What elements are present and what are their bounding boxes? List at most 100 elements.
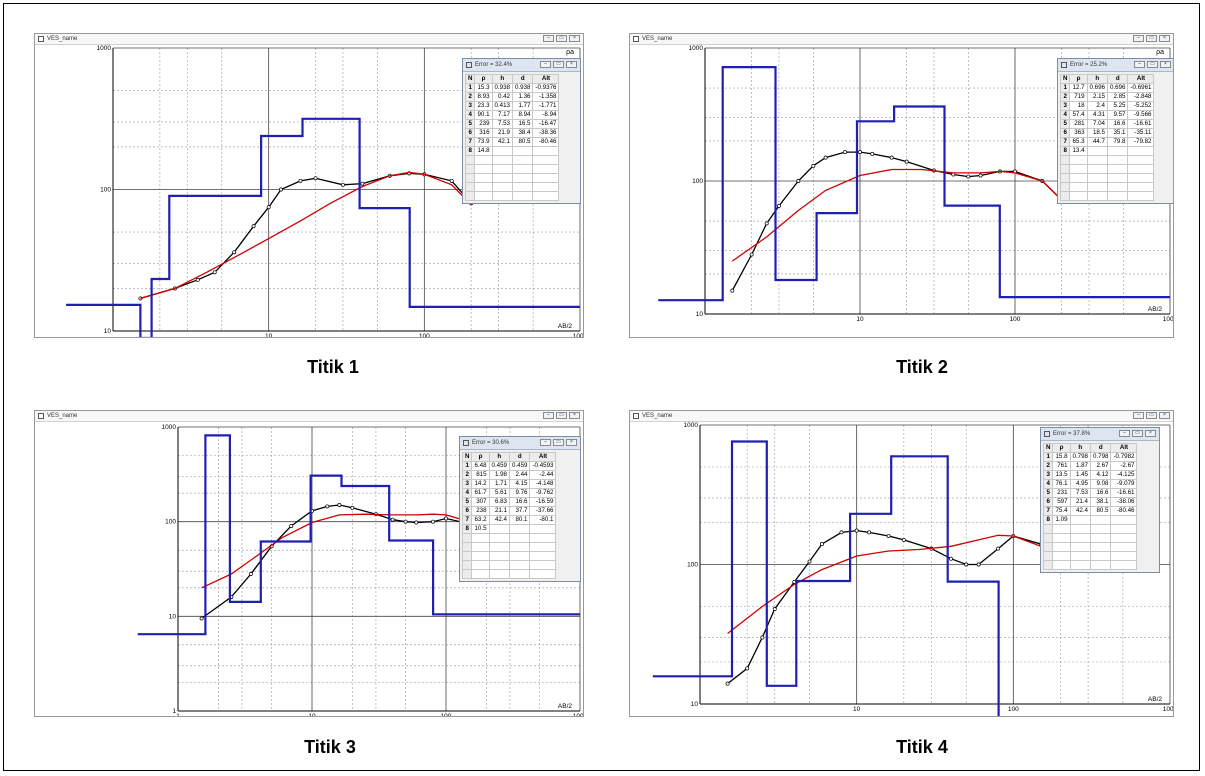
empty-cell[interactable] xyxy=(1110,542,1138,552)
empty-cell[interactable] xyxy=(1089,542,1112,552)
empty-cell[interactable] xyxy=(1052,551,1071,561)
table-cell[interactable]: 0.798 xyxy=(1069,452,1092,462)
table-cell[interactable] xyxy=(491,146,514,156)
table-cell[interactable] xyxy=(532,146,560,156)
close-button[interactable]: × xyxy=(1159,412,1170,419)
empty-cell[interactable] xyxy=(1069,542,1092,552)
empty-row[interactable] xyxy=(461,551,557,561)
empty-cell[interactable] xyxy=(1042,551,1054,561)
empty-row[interactable] xyxy=(464,173,560,183)
table-cell[interactable]: 0.938 xyxy=(511,83,534,93)
empty-cell[interactable] xyxy=(491,191,514,201)
table-row[interactable]: 7 63.2 42.4 80.1 -80.1 xyxy=(461,515,557,525)
empty-cell[interactable] xyxy=(471,542,490,552)
table-cell[interactable]: -38.36 xyxy=(532,128,560,138)
empty-row[interactable] xyxy=(464,155,560,165)
table-cell[interactable]: -2.44 xyxy=(529,470,557,480)
empty-cell[interactable] xyxy=(1069,182,1088,192)
table-cell[interactable]: 80.5 xyxy=(1089,506,1112,516)
table-cell[interactable] xyxy=(1106,146,1129,156)
empty-row[interactable] xyxy=(1042,542,1138,552)
table-row[interactable]: 3 18 2.4 5.25 -5.252 xyxy=(1059,101,1155,111)
empty-cell[interactable] xyxy=(1052,524,1071,534)
empty-cell[interactable] xyxy=(488,542,511,552)
empty-cell[interactable] xyxy=(1042,560,1054,570)
table-cell[interactable]: 18.5 xyxy=(1086,128,1109,138)
table-cell[interactable]: 44.7 xyxy=(1086,137,1109,147)
table-cell[interactable]: 13.4 xyxy=(1069,146,1088,156)
table-cell[interactable]: 13.5 xyxy=(1052,470,1071,480)
table-cell[interactable]: -16.61 xyxy=(1127,119,1155,129)
empty-cell[interactable] xyxy=(488,551,511,561)
empty-cell[interactable] xyxy=(488,560,511,570)
table-row[interactable]: 3 23.3 0.413 1.77 -1.771 xyxy=(464,101,560,111)
table-cell[interactable]: 815 xyxy=(471,470,490,480)
table-row[interactable]: 6 238 21.1 37.7 -37.66 xyxy=(461,506,557,516)
table-cell[interactable]: 37.7 xyxy=(508,506,531,516)
table-cell[interactable]: 0.798 xyxy=(1089,452,1112,462)
table-cell[interactable]: -0.6961 xyxy=(1127,83,1155,93)
table-cell[interactable]: 75.4 xyxy=(1052,506,1071,516)
table-cell[interactable]: 6.83 xyxy=(488,497,511,507)
table-cell[interactable]: 79.8 xyxy=(1106,137,1129,147)
table-cell[interactable]: -37.66 xyxy=(529,506,557,516)
table-row[interactable]: 1 12.7 0.696 0.696 -0.6961 xyxy=(1059,83,1155,93)
table-cell[interactable]: -9.566 xyxy=(1127,110,1155,120)
table-cell[interactable] xyxy=(508,524,531,534)
table-cell[interactable]: -79.82 xyxy=(1127,137,1155,147)
empty-cell[interactable] xyxy=(1069,524,1092,534)
empty-cell[interactable] xyxy=(1059,164,1071,174)
empty-cell[interactable] xyxy=(511,164,534,174)
empty-cell[interactable] xyxy=(488,569,511,579)
table-cell[interactable] xyxy=(1110,515,1138,525)
empty-cell[interactable] xyxy=(511,155,534,165)
empty-row[interactable] xyxy=(1059,191,1155,201)
minimize-button[interactable]: – xyxy=(1119,430,1130,437)
close-button[interactable]: × xyxy=(569,35,580,42)
empty-cell[interactable] xyxy=(491,155,514,165)
empty-cell[interactable] xyxy=(1069,164,1088,174)
empty-row[interactable] xyxy=(1042,533,1138,543)
empty-cell[interactable] xyxy=(1069,191,1088,201)
table-cell[interactable]: 76.1 xyxy=(1052,479,1071,489)
empty-cell[interactable] xyxy=(471,569,490,579)
empty-row[interactable] xyxy=(1059,164,1155,174)
table-cell[interactable]: 14.2 xyxy=(471,479,490,489)
table-cell[interactable] xyxy=(1086,146,1109,156)
table-row[interactable]: 5 239 7.53 16.5 -16.47 xyxy=(464,119,560,129)
table-row[interactable]: 7 65.3 44.7 79.8 -79.82 xyxy=(1059,137,1155,147)
table-cell[interactable]: 5.61 xyxy=(488,488,511,498)
table-cell[interactable]: 1.45 xyxy=(1069,470,1092,480)
table-cell[interactable]: 1.36 xyxy=(511,92,534,102)
table-row[interactable]: 2 719 2.15 2.85 -2.848 xyxy=(1059,92,1155,102)
table-cell[interactable]: 1.09 xyxy=(1052,515,1071,525)
empty-cell[interactable] xyxy=(464,164,476,174)
table-row[interactable]: 5 307 6.83 16.6 -16.59 xyxy=(461,497,557,507)
empty-cell[interactable] xyxy=(464,182,476,192)
table-cell[interactable]: 4.95 xyxy=(1069,479,1092,489)
table-cell[interactable] xyxy=(1089,515,1112,525)
empty-cell[interactable] xyxy=(529,560,557,570)
table-cell[interactable]: -2.67 xyxy=(1110,461,1138,471)
empty-cell[interactable] xyxy=(529,533,557,543)
table-row[interactable]: 5 231 7.53 16.6 -16.61 xyxy=(1042,488,1138,498)
table-cell[interactable]: 1.71 xyxy=(488,479,511,489)
table-cell[interactable]: 10.5 xyxy=(471,524,490,534)
table-cell[interactable]: 8.93 xyxy=(474,92,493,102)
empty-cell[interactable] xyxy=(508,569,531,579)
maximize-button[interactable]: ▭ xyxy=(553,439,564,446)
empty-cell[interactable] xyxy=(508,551,531,561)
table-cell[interactable]: 1.87 xyxy=(1069,461,1092,471)
table-cell[interactable] xyxy=(1127,146,1155,156)
table-cell[interactable]: 38.4 xyxy=(511,128,534,138)
empty-cell[interactable] xyxy=(532,173,560,183)
empty-cell[interactable] xyxy=(491,182,514,192)
close-button[interactable]: × xyxy=(566,61,577,68)
empty-cell[interactable] xyxy=(488,533,511,543)
table-cell[interactable]: 61.7 xyxy=(471,488,490,498)
empty-cell[interactable] xyxy=(461,542,473,552)
empty-cell[interactable] xyxy=(461,560,473,570)
table-cell[interactable]: 0.459 xyxy=(488,461,511,471)
table-cell[interactable]: -0.7982 xyxy=(1110,452,1138,462)
